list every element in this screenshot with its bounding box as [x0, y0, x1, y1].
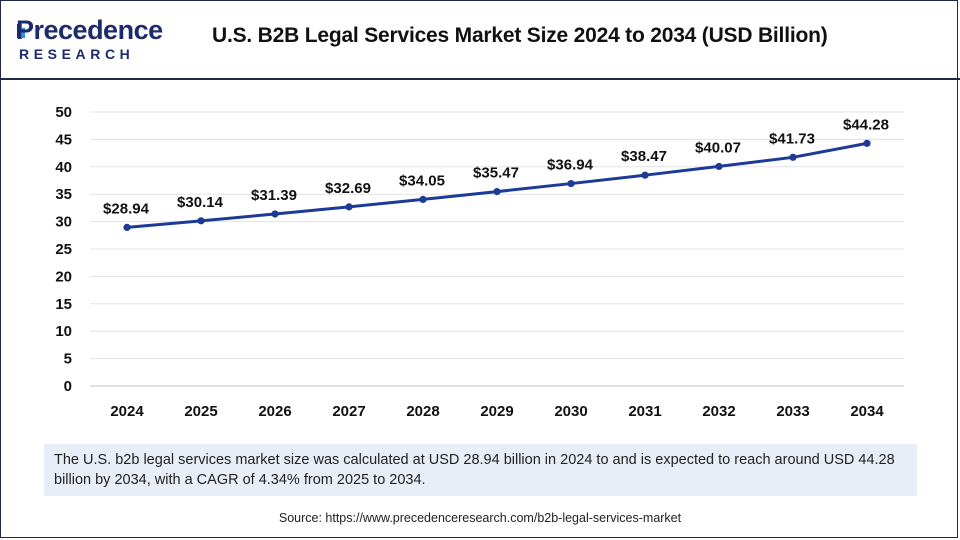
header-divider — [0, 78, 960, 80]
y-tick-label: 45 — [55, 131, 72, 148]
data-label: $36.94 — [547, 157, 594, 174]
data-label: $28.94 — [103, 200, 150, 217]
logo-mark-icon — [17, 24, 25, 38]
x-tick-label: 2034 — [850, 403, 884, 420]
chart-title: U.S. B2B Legal Services Market Size 2024… — [212, 24, 828, 47]
data-point — [567, 179, 575, 188]
data-label: $40.07 — [695, 139, 741, 156]
data-point — [715, 162, 723, 171]
y-tick-label: 20 — [55, 268, 72, 285]
data-point — [123, 223, 131, 232]
data-point — [419, 195, 427, 204]
y-tick-label: 35 — [55, 186, 72, 203]
header: Precedence RESEARCH U.S. B2B Legal Servi… — [0, 0, 960, 78]
data-point — [197, 217, 205, 225]
grid-lines — [90, 111, 904, 360]
data-point — [789, 153, 797, 161]
data-labels: $28.94 $30.14 $31.39 $32.69 $34.05 $35.47 $36.… — [103, 116, 889, 217]
data-label: $32.69 — [325, 180, 371, 197]
logo-subtitle: RESEARCH — [19, 46, 135, 62]
x-tick-label: 2033 — [776, 403, 809, 420]
y-tick-label: 0 — [64, 378, 72, 395]
series-line — [126, 141, 868, 229]
x-tick-label: 2027 — [332, 403, 365, 420]
x-axis-ticks: 2024 2025 2026 2027 2028 2029 2030 2031 2032 2033… — [110, 403, 884, 420]
y-tick-label: 50 — [55, 104, 72, 121]
data-point — [863, 139, 871, 147]
logo-wordmark: Precedence — [16, 15, 163, 45]
y-tick-label: 15 — [55, 296, 72, 313]
data-label: $41.73 — [769, 130, 815, 147]
data-label: $35.47 — [473, 165, 519, 182]
y-tick-label: 30 — [55, 214, 72, 231]
data-point — [493, 188, 501, 196]
x-tick-label: 2028 — [406, 403, 439, 420]
y-tick-label: 25 — [55, 241, 72, 258]
x-tick-label: 2026 — [258, 403, 291, 420]
x-tick-label: 2025 — [184, 403, 217, 420]
data-label: $38.47 — [621, 148, 667, 165]
y-tick-label: 10 — [55, 323, 72, 340]
data-point — [271, 210, 279, 218]
data-label: $31.39 — [251, 187, 297, 204]
y-tick-label: 5 — [64, 351, 72, 368]
data-label: $30.14 — [177, 194, 224, 211]
data-label: $34.05 — [399, 172, 445, 189]
x-tick-label: 2032 — [702, 403, 735, 420]
y-axis-ticks: 0 5 10 15 20 25 30 35 40 45 50 — [55, 104, 72, 395]
x-tick-label: 2030 — [554, 403, 587, 420]
x-tick-label: 2031 — [628, 403, 661, 420]
data-point — [345, 203, 353, 211]
data-points — [123, 139, 871, 232]
x-tick-label: 2029 — [480, 403, 513, 420]
data-label: $44.28 — [843, 116, 889, 133]
summary-box: The U.S. b2b legal services market size … — [44, 444, 917, 496]
logo: Precedence RESEARCH — [16, 16, 166, 62]
y-tick-label: 40 — [55, 159, 72, 176]
x-tick-label: 2024 — [110, 403, 144, 420]
data-point — [641, 171, 649, 179]
source-text: Source: https://www.precedenceresearch.c… — [278, 511, 682, 525]
